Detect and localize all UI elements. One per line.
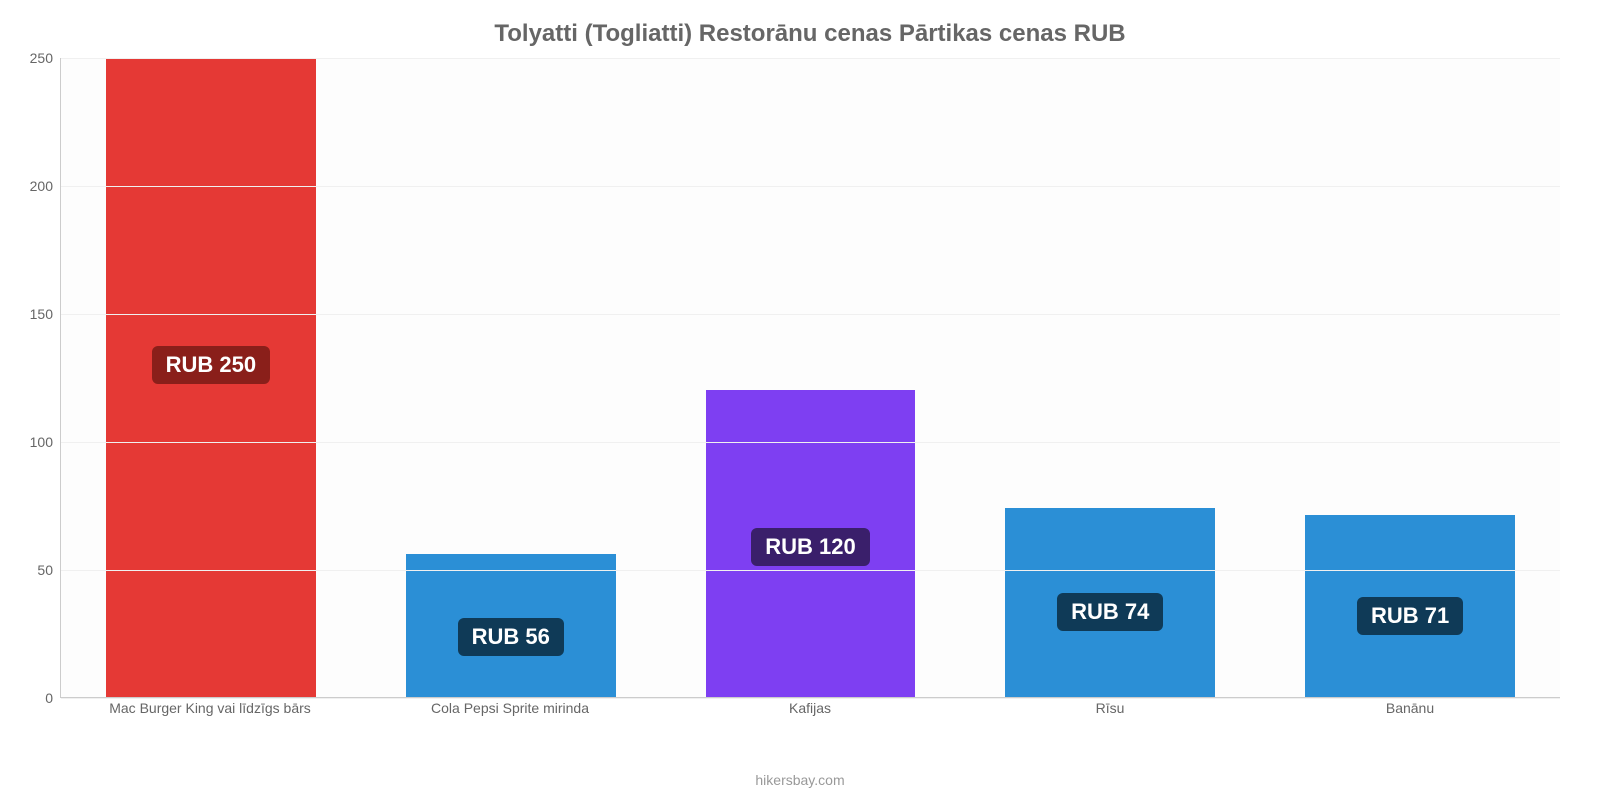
x-axis-label: Mac Burger King vai līdzīgs bārs — [60, 700, 360, 716]
x-axis-labels: Mac Burger King vai līdzīgs bārsCola Pep… — [60, 700, 1560, 716]
y-tick-label: 150 — [30, 306, 61, 322]
bar-slot: RUB 120 — [661, 58, 961, 697]
bars-row: RUB 250 RUB 56 RUB 120 RUB 74 RUB 71 — [61, 58, 1560, 697]
bar-value-label: RUB 74 — [1057, 593, 1163, 631]
bar: RUB 56 — [406, 554, 616, 697]
x-axis-label: Kafijas — [660, 700, 960, 716]
gridline — [61, 186, 1560, 187]
y-tick-label: 100 — [30, 434, 61, 450]
gridline — [61, 314, 1560, 315]
bar: RUB 74 — [1005, 508, 1215, 697]
bar-slot: RUB 56 — [361, 58, 661, 697]
bar: RUB 71 — [1305, 515, 1515, 697]
x-axis-label: Rīsu — [960, 700, 1260, 716]
x-axis-label: Banānu — [1260, 700, 1560, 716]
bar: RUB 120 — [706, 390, 916, 697]
bar-slot: RUB 74 — [960, 58, 1260, 697]
gridline — [61, 442, 1560, 443]
gridline — [61, 58, 1560, 59]
plot-area: RUB 250RUB 56RUB 120RUB 74RUB 71 0501001… — [60, 58, 1560, 698]
gridline — [61, 570, 1560, 571]
bar-value-label: RUB 71 — [1357, 597, 1463, 635]
chart-title: Tolyatti (Togliatti) Restorānu cenas Pār… — [60, 20, 1560, 48]
y-tick-label: 200 — [30, 178, 61, 194]
bar-slot: RUB 71 — [1260, 58, 1560, 697]
chart-credit: hikersbay.com — [0, 772, 1600, 788]
x-axis-label: Cola Pepsi Sprite mirinda — [360, 700, 660, 716]
bar-slot: RUB 250 — [61, 58, 361, 697]
gridline — [61, 698, 1560, 699]
y-tick-label: 50 — [37, 562, 61, 578]
bar: RUB 250 — [106, 58, 316, 697]
y-tick-label: 250 — [30, 50, 61, 66]
chart-container: Tolyatti (Togliatti) Restorānu cenas Pār… — [0, 0, 1600, 800]
y-tick-label: 0 — [45, 690, 61, 706]
bar-value-label: RUB 56 — [458, 618, 564, 656]
bar-value-label: RUB 120 — [751, 528, 869, 566]
bar-value-label: RUB 250 — [152, 346, 270, 384]
